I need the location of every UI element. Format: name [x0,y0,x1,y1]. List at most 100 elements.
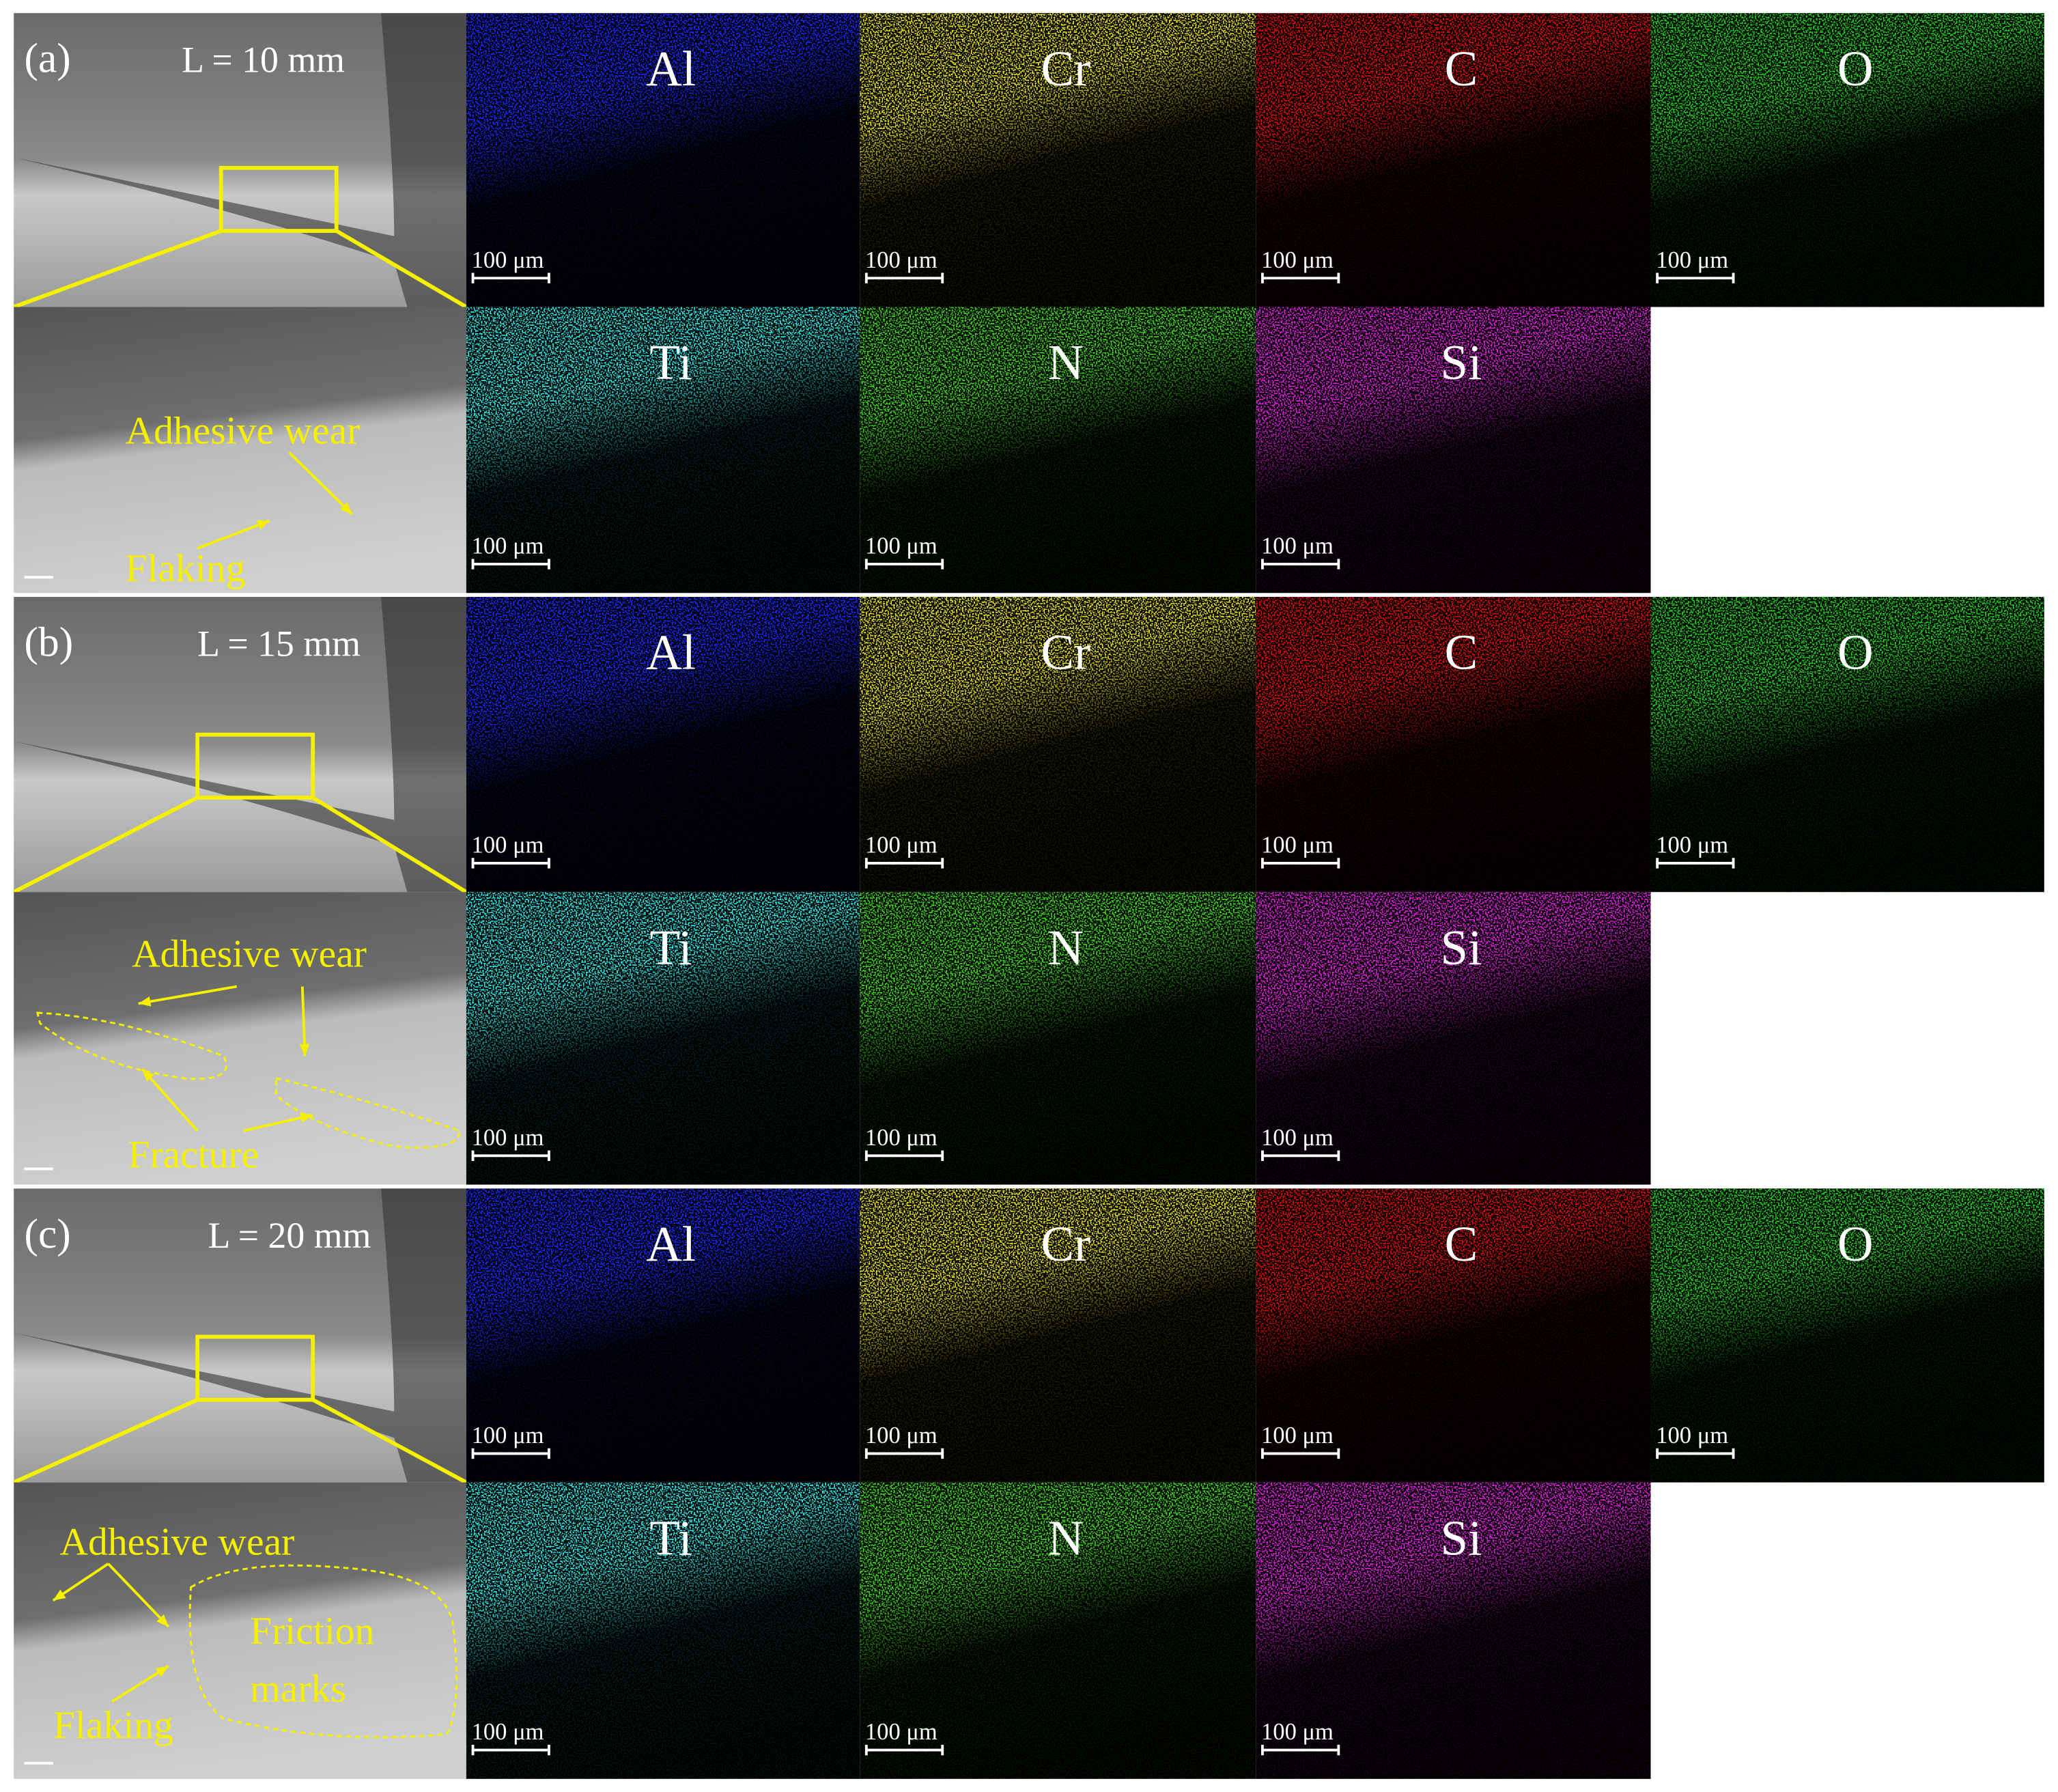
map-signal [860,13,1256,307]
map-signal [860,307,1256,593]
map-signal [466,307,860,593]
tool-edge [14,13,466,307]
scale-bar [1261,272,1340,283]
element-label: Cr [1041,1216,1090,1272]
scale-label: 100 μm [865,1423,938,1448]
scale-label: 100 μm [1261,1125,1334,1151]
panel-label: (a) [25,36,71,82]
element-label: C [1445,625,1478,680]
zoom-box [195,1334,315,1402]
element-label: N [1048,1510,1084,1565]
tool-edge [14,597,466,893]
scale-label: 100 μm [865,1719,938,1745]
element-label: Al [646,625,696,680]
element-label: C [1445,41,1478,96]
map-signal [1256,1482,1651,1779]
fracture-outline [36,1011,227,1080]
scale-label: 100 μm [472,1423,544,1448]
length-label: L = 15 mm [197,623,361,664]
element-label: N [1048,920,1084,975]
scale-bar [1261,858,1340,869]
map-signal [466,597,860,893]
zoom-box [195,732,315,800]
scale-label: 100 μm [1261,1719,1334,1745]
arrow [107,1563,170,1628]
panel-label: (c) [25,1211,71,1257]
arrow-head [256,520,270,530]
scale-bar [1261,1150,1340,1162]
zoom-line [311,1398,468,1485]
scale-label: 100 μm [1656,1423,1728,1448]
scale-label: 100 μm [472,832,544,858]
length-label: L = 20 mm [208,1215,371,1256]
scale-label: 100 μm [1261,832,1334,858]
scale-label: 100 μm [865,1125,938,1151]
scale-label: 100 μm [1261,247,1334,273]
arrow-head [155,1666,169,1677]
annotation: Fracture [128,1134,259,1177]
arrow-head [138,996,152,1007]
map-signal [1256,13,1651,307]
scale-label: 100 μm [1261,1423,1334,1448]
arrow-head [339,502,352,515]
arrow [197,519,270,550]
map-signal [1256,1188,1651,1483]
arrow-head [156,1614,169,1627]
annotation: Adhesive wear [132,933,367,976]
scale-bar [864,1744,944,1756]
scale-bar [864,1448,944,1459]
map-signal [466,892,860,1185]
panel-label: (b) [25,619,74,665]
scale-bar [471,1150,550,1162]
scale-label: 100 μm [472,247,544,273]
scale-bar [471,1744,550,1756]
element-label: C [1445,1216,1478,1272]
map-signal [860,892,1256,1185]
element-label: N [1048,335,1084,390]
scale-label: 100 μm [472,1719,544,1745]
map-signal [1256,892,1651,1185]
annotation: Adhesive wear [59,1520,294,1563]
map-signal [1650,597,2044,893]
map-signal [466,1188,860,1483]
scale-label: 100 μm [472,1125,544,1151]
element-label: O [1837,41,1874,96]
scale-bar [1261,1448,1340,1459]
scale-label: 100 μm [865,832,938,858]
map-signal [860,1482,1256,1779]
arrow-head [300,1112,313,1123]
scale-label: 100 μm [472,533,544,559]
scale-bar [864,1150,944,1162]
element-label: Ti [649,335,692,390]
scale-bar [471,858,550,869]
fracture-outline [274,1077,461,1149]
map-signal [466,13,860,307]
annotation: marks [250,1667,346,1710]
arrow [141,1068,199,1132]
scale-label: 100 μm [1261,533,1334,559]
scale-bar [1656,1448,1735,1459]
arrow-head [53,1589,66,1601]
scale-bar [864,858,944,869]
arrow [138,985,238,1005]
map-signal [1256,307,1651,593]
map-signal [1650,1188,2044,1483]
length-label: L = 10 mm [182,40,345,81]
scale-bar [864,272,944,283]
annotation: Adhesive wear [125,409,360,452]
arrow-head [299,1044,310,1056]
element-label: Cr [1041,625,1090,680]
zoom-line [335,229,468,309]
scale-label: 100 μm [1656,247,1728,273]
element-label: Ti [649,1510,692,1565]
element-label: Ti [649,920,692,975]
zoom-line [12,796,199,894]
scale-bar [1656,272,1735,283]
zoom-line [311,796,468,894]
friction-outline [188,1564,458,1739]
zoom-line [13,1398,199,1485]
element-label: Si [1441,335,1482,390]
element-label: Cr [1041,41,1090,96]
arrow [288,451,354,516]
